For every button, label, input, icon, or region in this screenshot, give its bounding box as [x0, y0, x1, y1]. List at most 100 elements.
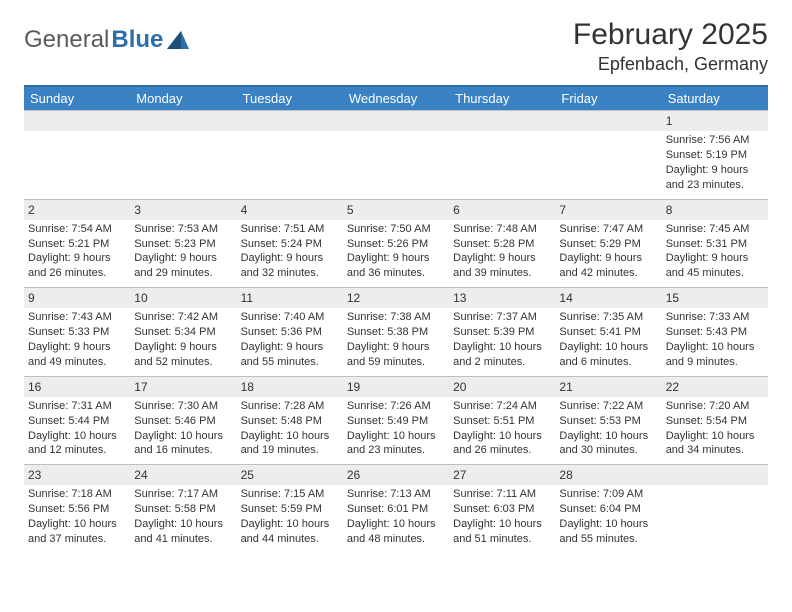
daylight-text: and 16 minutes. [134, 443, 232, 458]
day-number: 21 [555, 376, 661, 397]
calendar-cell: 16Sunrise: 7:31 AMSunset: 5:44 PMDayligh… [24, 376, 130, 465]
month-title: February 2025 [573, 18, 768, 52]
sunset-text: Sunset: 5:21 PM [28, 237, 126, 252]
sunset-text: Sunset: 6:01 PM [347, 502, 445, 517]
day-header: Wednesday [343, 87, 449, 110]
logo-text-1: General [24, 26, 109, 54]
sunset-text: Sunset: 5:58 PM [134, 502, 232, 517]
empty-day-strip [24, 110, 130, 131]
day-number: 2 [24, 199, 130, 220]
sunset-text: Sunset: 5:46 PM [134, 414, 232, 429]
calendar-cell [237, 110, 343, 199]
day-number: 20 [449, 376, 555, 397]
daylight-text: and 45 minutes. [666, 266, 764, 281]
daylight-text: and 19 minutes. [241, 443, 339, 458]
sunset-text: Sunset: 5:41 PM [559, 325, 657, 340]
sunrise-text: Sunrise: 7:17 AM [134, 487, 232, 502]
day-number: 7 [555, 199, 661, 220]
sunset-text: Sunset: 5:49 PM [347, 414, 445, 429]
daylight-text: Daylight: 10 hours [28, 429, 126, 444]
sunset-text: Sunset: 6:03 PM [453, 502, 551, 517]
sunset-text: Sunset: 5:53 PM [559, 414, 657, 429]
sunrise-text: Sunrise: 7:28 AM [241, 399, 339, 414]
calendar-week-row: 2Sunrise: 7:54 AMSunset: 5:21 PMDaylight… [24, 199, 768, 288]
day-number: 6 [449, 199, 555, 220]
sunrise-text: Sunrise: 7:26 AM [347, 399, 445, 414]
daylight-text: and 55 minutes. [241, 355, 339, 370]
daylight-text: Daylight: 9 hours [347, 340, 445, 355]
daylight-text: and 9 minutes. [666, 355, 764, 370]
calendar-cell: 11Sunrise: 7:40 AMSunset: 5:36 PMDayligh… [237, 287, 343, 376]
calendar-cell: 6Sunrise: 7:48 AMSunset: 5:28 PMDaylight… [449, 199, 555, 288]
title-block: February 2025 Epfenbach, Germany [573, 18, 768, 75]
day-header: Saturday [662, 87, 768, 110]
daylight-text: and 44 minutes. [241, 532, 339, 547]
day-number: 10 [130, 287, 236, 308]
sunset-text: Sunset: 5:31 PM [666, 237, 764, 252]
calendar-cell: 1Sunrise: 7:56 AMSunset: 5:19 PMDaylight… [662, 110, 768, 199]
calendar-cell [24, 110, 130, 199]
calendar-cell: 18Sunrise: 7:28 AMSunset: 5:48 PMDayligh… [237, 376, 343, 465]
calendar-week-row: 23Sunrise: 7:18 AMSunset: 5:56 PMDayligh… [24, 464, 768, 553]
day-number: 22 [662, 376, 768, 397]
calendar-week-row: 16Sunrise: 7:31 AMSunset: 5:44 PMDayligh… [24, 376, 768, 465]
empty-day-strip [237, 110, 343, 131]
logo-triangle-icon [167, 31, 189, 49]
day-header-row: Sunday Monday Tuesday Wednesday Thursday… [24, 87, 768, 110]
calendar-cell: 25Sunrise: 7:15 AMSunset: 5:59 PMDayligh… [237, 464, 343, 553]
sunset-text: Sunset: 5:19 PM [666, 148, 764, 163]
daylight-text: Daylight: 10 hours [666, 429, 764, 444]
day-number: 14 [555, 287, 661, 308]
calendar-cell: 22Sunrise: 7:20 AMSunset: 5:54 PMDayligh… [662, 376, 768, 465]
daylight-text: and 48 minutes. [347, 532, 445, 547]
calendar-cell: 2 Sunrise: 7:54 AMSunset: 5:21 PMDaylight… [24, 199, 130, 288]
daylight-text: Daylight: 9 hours [28, 251, 126, 266]
calendar-cell: 19Sunrise: 7:26 AMSunset: 5:49 PMDayligh… [343, 376, 449, 465]
sunset-text: Sunset: 5:36 PM [241, 325, 339, 340]
daylight-text: Daylight: 10 hours [453, 340, 551, 355]
day-number: 19 [343, 376, 449, 397]
sunrise-text: Sunrise: 7:47 AM [559, 222, 657, 237]
daylight-text: and 23 minutes. [347, 443, 445, 458]
calendar-week-row: 1Sunrise: 7:56 AMSunset: 5:19 PMDaylight… [24, 110, 768, 199]
sunrise-text: Sunrise: 7:54 AM [28, 222, 126, 237]
sunset-text: Sunset: 6:04 PM [559, 502, 657, 517]
sunrise-text: Sunrise: 7:51 AM [241, 222, 339, 237]
calendar-cell [343, 110, 449, 199]
header: GeneralBlue February 2025 Epfenbach, Ger… [24, 18, 768, 75]
daylight-text: and 34 minutes. [666, 443, 764, 458]
day-header: Friday [555, 87, 661, 110]
daylight-text: Daylight: 10 hours [559, 340, 657, 355]
daylight-text: and 26 minutes. [28, 266, 126, 281]
daylight-text: and 39 minutes. [453, 266, 551, 281]
sunrise-text: Sunrise: 7:33 AM [666, 310, 764, 325]
daylight-text: Daylight: 9 hours [559, 251, 657, 266]
daylight-text: Daylight: 9 hours [134, 340, 232, 355]
sunset-text: Sunset: 5:33 PM [28, 325, 126, 340]
sunrise-text: Sunrise: 7:38 AM [347, 310, 445, 325]
daylight-text: Daylight: 9 hours [453, 251, 551, 266]
day-number: 13 [449, 287, 555, 308]
calendar-cell: 17Sunrise: 7:30 AMSunset: 5:46 PMDayligh… [130, 376, 236, 465]
sunset-text: Sunset: 5:51 PM [453, 414, 551, 429]
calendar-cell: 4Sunrise: 7:51 AMSunset: 5:24 PMDaylight… [237, 199, 343, 288]
daylight-text: Daylight: 10 hours [666, 340, 764, 355]
sunrise-text: Sunrise: 7:42 AM [134, 310, 232, 325]
daylight-text: Daylight: 10 hours [453, 429, 551, 444]
daylight-text: Daylight: 10 hours [559, 429, 657, 444]
day-number: 8 [662, 199, 768, 220]
calendar-cell: 14Sunrise: 7:35 AMSunset: 5:41 PMDayligh… [555, 287, 661, 376]
daylight-text: and 23 minutes. [666, 178, 764, 193]
calendar-body: 1Sunrise: 7:56 AMSunset: 5:19 PMDaylight… [24, 110, 768, 553]
daylight-text: and 32 minutes. [241, 266, 339, 281]
daylight-text: Daylight: 10 hours [134, 517, 232, 532]
day-number: 1 [662, 110, 768, 131]
calendar-cell [662, 464, 768, 553]
sunset-text: Sunset: 5:24 PM [241, 237, 339, 252]
calendar-cell: 10Sunrise: 7:42 AMSunset: 5:34 PMDayligh… [130, 287, 236, 376]
calendar-cell: 9Sunrise: 7:43 AMSunset: 5:33 PMDaylight… [24, 287, 130, 376]
day-number: 15 [662, 287, 768, 308]
daylight-text: and 52 minutes. [134, 355, 232, 370]
empty-day-strip [130, 110, 236, 131]
daylight-text: and 26 minutes. [453, 443, 551, 458]
